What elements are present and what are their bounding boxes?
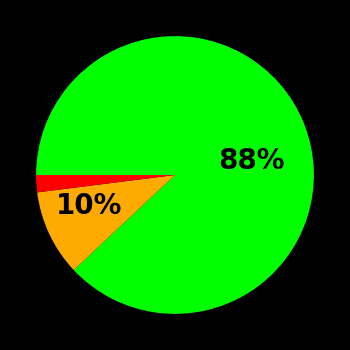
Wedge shape — [36, 36, 314, 314]
Wedge shape — [37, 175, 175, 270]
Wedge shape — [36, 175, 175, 192]
Text: 88%: 88% — [218, 147, 285, 175]
Text: 10%: 10% — [56, 191, 122, 219]
